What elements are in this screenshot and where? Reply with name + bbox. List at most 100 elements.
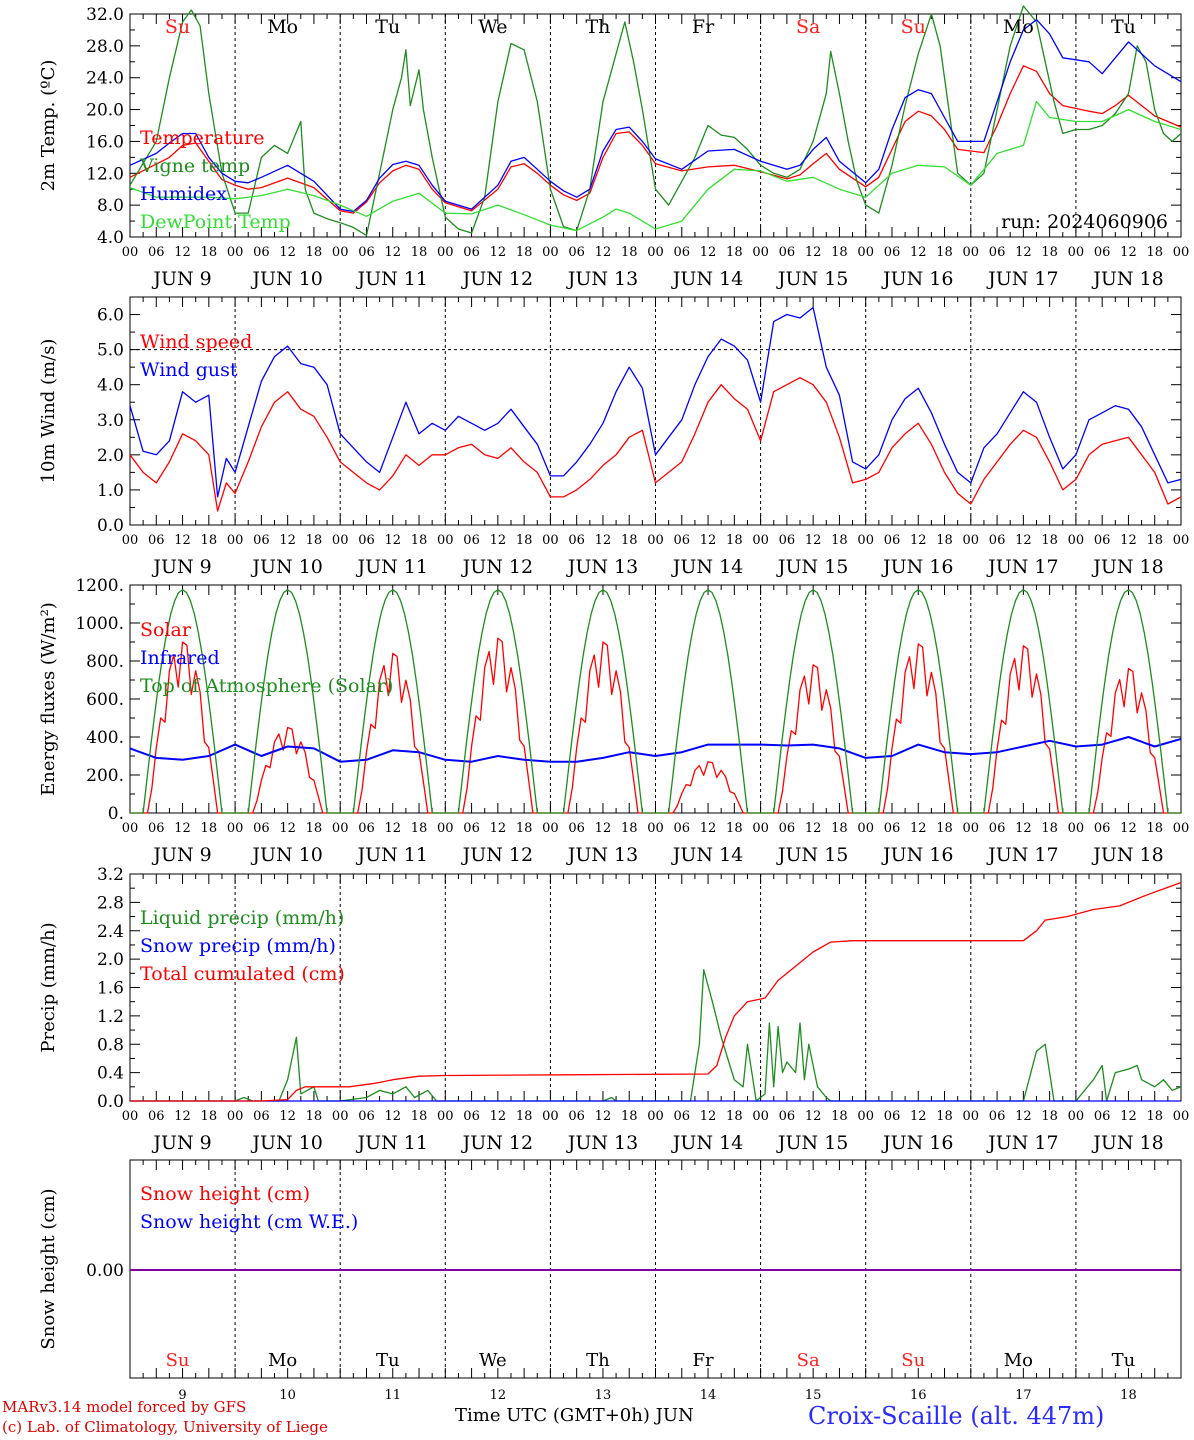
y-tick-label: 0.0 <box>97 516 124 536</box>
x-hour-label: 12 <box>595 1109 612 1124</box>
x-hour-label: 00 <box>122 245 139 260</box>
x-hour-label: 12 <box>700 245 717 260</box>
x-hour-label: 00 <box>227 245 244 260</box>
x-date-label: JUN 16 <box>881 556 953 578</box>
x-hour-label: 12 <box>1120 533 1137 548</box>
x-hour-label: 18 <box>831 821 848 836</box>
x-hour-label: 12 <box>279 533 296 548</box>
x-hour-label: 12 <box>595 821 612 836</box>
x-hour-label: 06 <box>463 821 480 836</box>
x-hour-label: 00 <box>227 1109 244 1124</box>
x-hour-label: 06 <box>1094 1109 1111 1124</box>
x-date-label: JUN 14 <box>671 556 743 578</box>
x-hour-label: 12 <box>805 245 822 260</box>
y-tick-label: 1.0 <box>97 481 124 501</box>
x-date-label: JUN 15 <box>776 556 848 578</box>
x-hour-label: 12 <box>910 1109 927 1124</box>
x-day-number: 10 <box>279 1388 296 1403</box>
x-hour-label: 18 <box>516 245 533 260</box>
x-hour-label: 00 <box>122 533 139 548</box>
x-day-number: 12 <box>490 1388 507 1403</box>
series-wind-speed <box>129 377 1182 512</box>
x-hour-label: 18 <box>1041 821 1058 836</box>
x-date-label: JUN 18 <box>1091 556 1163 578</box>
x-hour-label: 12 <box>1120 821 1137 836</box>
x-hour-label: 06 <box>989 821 1006 836</box>
x-hour-label: 00 <box>857 821 874 836</box>
x-hour-label: 18 <box>1041 245 1058 260</box>
x-hour-label: 12 <box>1120 1109 1137 1124</box>
y-tick-label: 800. <box>86 652 124 672</box>
model-credit: MARv3.14 model forced by GFS <box>2 1398 247 1416</box>
x-hour-label: 18 <box>1146 245 1163 260</box>
x-hour-label: 00 <box>752 1109 769 1124</box>
x-hour-label: 12 <box>1015 1109 1032 1124</box>
x-date-label: JUN 11 <box>356 556 428 578</box>
y-tick-label: 12.0 <box>86 164 124 184</box>
legend-entry: Snow precip (mm/h) <box>140 935 336 957</box>
x-day-number: 11 <box>384 1388 401 1403</box>
x-date-label: JUN 9 <box>151 268 211 290</box>
weekday-label: Mo <box>267 16 298 38</box>
x-weekday-label: Mo <box>268 1350 297 1371</box>
x-hour-label: 06 <box>148 533 165 548</box>
x-hour-label: 00 <box>857 533 874 548</box>
x-hour-label: 00 <box>542 245 559 260</box>
weekday-label: Sa <box>796 16 820 38</box>
x-hour-label: 06 <box>674 821 691 836</box>
y-tick-label: 5.0 <box>97 341 124 361</box>
x-hour-label: 12 <box>174 245 191 260</box>
x-hour-label: 12 <box>384 533 401 548</box>
legend-entry: Snow height (cm) <box>140 1183 310 1205</box>
x-hour-label: 06 <box>989 533 1006 548</box>
x-hour-label: 00 <box>332 533 349 548</box>
x-hour-label: 00 <box>542 533 559 548</box>
panel-5 <box>129 1159 1182 1379</box>
y-tick-label: 6.0 <box>97 306 124 326</box>
x-date-label: JUN 15 <box>776 844 848 866</box>
x-hour-label: 18 <box>306 245 323 260</box>
x-hour-label: 06 <box>568 821 585 836</box>
x-hour-label: 12 <box>384 821 401 836</box>
y-tick-label: 20.0 <box>86 101 124 121</box>
x-date-label: JUN 12 <box>461 556 533 578</box>
x-hour-label: 00 <box>1068 1109 1085 1124</box>
x-hour-label: 12 <box>700 821 717 836</box>
x-hour-label: 06 <box>358 1109 375 1124</box>
y-axis-title: Precip (mm/h) <box>38 922 59 1052</box>
x-date-label: JUN 17 <box>986 844 1058 866</box>
x-hour-label: 00 <box>647 1109 664 1124</box>
x-hour-label: 18 <box>411 533 428 548</box>
weekday-label: Su <box>901 16 926 38</box>
x-date-label: JUN 18 <box>1091 844 1163 866</box>
x-date-label: JUN 14 <box>671 268 743 290</box>
station-name: Croix-Scaille (alt. 447m) <box>808 1402 1105 1430</box>
x-day-number: 9 <box>178 1388 186 1403</box>
x-date-label: JUN 14 <box>671 1132 743 1154</box>
x-hour-label: 06 <box>1094 245 1111 260</box>
legend-entry: Vigne temp <box>139 155 250 177</box>
x-hour-label: 00 <box>963 533 980 548</box>
x-hour-label: 18 <box>201 821 218 836</box>
x-hour-label: 00 <box>332 1109 349 1124</box>
x-date-label: JUN 16 <box>881 268 953 290</box>
x-hour-label: 06 <box>463 1109 480 1124</box>
x-hour-label: 18 <box>936 821 953 836</box>
x-hour-label: 12 <box>700 1109 717 1124</box>
x-hour-label: 00 <box>857 245 874 260</box>
x-hour-label: 18 <box>411 1109 428 1124</box>
x-day-number: 18 <box>1120 1388 1137 1403</box>
x-hour-label: 12 <box>910 245 927 260</box>
x-hour-label: 06 <box>463 245 480 260</box>
y-tick-label: 4.0 <box>97 376 124 396</box>
series-vigne-temp <box>129 5 1182 237</box>
x-hour-label: 00 <box>437 245 454 260</box>
x-day-number: 17 <box>1015 1388 1032 1403</box>
legend-entry: Liquid precip (mm/h) <box>140 907 344 929</box>
weekday-label: Th <box>585 16 610 38</box>
y-tick-label: 32.0 <box>86 5 124 25</box>
x-hour-label: 00 <box>542 821 559 836</box>
x-weekday-label: Mo <box>1004 1350 1033 1371</box>
y-tick-label: 0. <box>108 804 124 824</box>
weekday-label: Tu <box>1111 16 1136 38</box>
